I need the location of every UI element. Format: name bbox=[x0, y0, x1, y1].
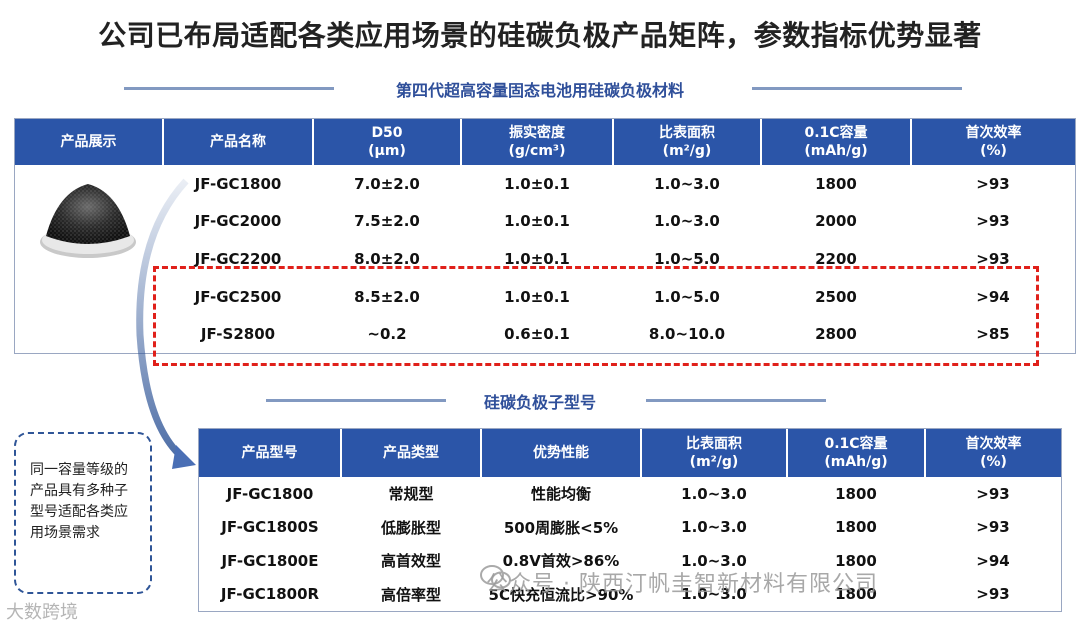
table-row: JF-GC1800E 高首效型 0.8V首效>86% 1.0~3.0 1800 >94 bbox=[199, 544, 1061, 578]
curved-arrow-icon bbox=[136, 178, 196, 469]
table-cell: 常规型 bbox=[388, 485, 434, 504]
table-cell: 1800 bbox=[815, 174, 857, 193]
table-cell: >93 bbox=[976, 212, 1010, 231]
table-cell: 2000 bbox=[815, 212, 857, 231]
table-cell: 0.6±0.1 bbox=[504, 325, 570, 344]
note-box: 同一容量等级的产品具有多种子型号适配各类应用场景需求 bbox=[14, 432, 152, 594]
table-row: JF-GC1800 常规型 性能均衡 1.0~3.0 1800 >93 bbox=[199, 477, 1061, 511]
section2-heading: 硅碳负极子型号 bbox=[483, 393, 596, 412]
section2-heading-bar: 硅碳负极子型号 bbox=[0, 389, 1080, 412]
table-row: JF-GC1800S 低膨胀型 500周膨胀<5% 1.0~3.0 1800 >93 bbox=[199, 511, 1061, 545]
divider-right bbox=[752, 87, 962, 90]
table-cell: 0.8V首效>86% bbox=[502, 552, 620, 571]
table-cell: >94 bbox=[976, 551, 1010, 570]
table-cell: 高首效型 bbox=[380, 552, 441, 571]
table-cell: JF-GC1800 bbox=[194, 174, 282, 193]
table-cell: 1.0~3.0 bbox=[654, 212, 720, 231]
section1-heading-bar: 第四代超高容量固态电池用硅碳负极材料 bbox=[0, 77, 1080, 100]
table-cell: 8.0~10.0 bbox=[648, 325, 726, 344]
table-cell: 1.0±0.1 bbox=[504, 287, 570, 306]
table-cell: JF-GC2000 bbox=[194, 212, 282, 231]
table-cell: >93 bbox=[976, 518, 1010, 537]
submodel-table: 产品型号 产品类型 优势性能 比表面积 (m²/g) 0.1C容量 (mAh/g) 首次效率(… bbox=[198, 428, 1062, 612]
table-cell: 1.0~3.0 bbox=[681, 518, 747, 537]
table-cell: >93 bbox=[976, 484, 1010, 503]
table-cell: JF-GC1800R bbox=[220, 585, 320, 604]
table-row: JF-GC2200 8.0±2.0 1.0±0.1 1.0~5.0 2200 >93 bbox=[15, 240, 1075, 278]
powder-sample-image bbox=[40, 184, 136, 258]
table-cell: ~0.2 bbox=[367, 325, 407, 344]
table-row: JF-S2800 ~0.2 0.6±0.1 8.0~10.0 2800 >85 bbox=[15, 315, 1075, 353]
table-cell: 1.0~3.0 bbox=[681, 551, 747, 570]
product-table-header-4: 比表面积 (m²/g) bbox=[612, 119, 761, 165]
submodel-table-header-1: 产品类型 bbox=[340, 429, 481, 477]
product-table-header-6: 首次效率 (%) bbox=[910, 119, 1075, 165]
table-cell: 高倍率型 bbox=[380, 585, 441, 604]
table-cell: 1800 bbox=[835, 484, 877, 503]
table-cell: 2500 bbox=[815, 287, 857, 306]
table-row: JF-GC1800R 高倍率型 5C快充恒流比>90% 1.0~3.0 1800 >93 bbox=[199, 578, 1061, 612]
table-cell: 1.0±0.1 bbox=[504, 174, 570, 193]
section1-heading: 第四代超高容量固态电池用硅碳负极材料 bbox=[395, 81, 684, 100]
table-cell: JF-GC1800 bbox=[226, 484, 314, 503]
table-cell: 2800 bbox=[815, 325, 857, 344]
table-cell: 1.0±0.1 bbox=[504, 249, 570, 268]
table-cell: 1.0~3.0 bbox=[681, 484, 747, 503]
table-cell: JF-GC2200 bbox=[194, 249, 282, 268]
table-cell: 8.0±2.0 bbox=[354, 249, 420, 268]
table-cell: 性能均衡 bbox=[530, 485, 591, 504]
submodel-table-header-2: 优势性能 bbox=[480, 429, 641, 477]
table-cell: 7.5±2.0 bbox=[354, 212, 420, 231]
table-cell: >94 bbox=[976, 287, 1010, 306]
table-cell: >85 bbox=[976, 325, 1010, 344]
table-cell: 500周膨胀<5% bbox=[503, 518, 619, 537]
table-cell: JF-GC1800E bbox=[221, 551, 319, 570]
table-cell: 1.0~5.0 bbox=[654, 287, 720, 306]
product-table-header: 产品展示 产品名称 D50 (μm) 振实密度 (g/cm³) 比表面积 (m²/g) 0.1C… bbox=[15, 119, 1075, 165]
table-cell: 8.5±2.0 bbox=[354, 287, 420, 306]
submodel-table-header-4: 0.1C容量 (mAh/g) bbox=[786, 429, 925, 477]
divider-left bbox=[124, 87, 334, 90]
table-cell: >93 bbox=[976, 585, 1010, 604]
table-row: JF-GC2000 7.5±2.0 1.0±0.1 1.0~3.0 2000 >93 bbox=[15, 203, 1075, 241]
submodel-table-header-5: 首次效率 (%) bbox=[924, 429, 1061, 477]
table-cell: JF-GC2500 bbox=[194, 287, 282, 306]
product-table-header-5: 0.1C容量 (mAh/g) bbox=[760, 119, 911, 165]
watermark-left: 大数跨境 bbox=[6, 602, 78, 623]
divider-right bbox=[646, 399, 826, 402]
watermark-text: 公众号 · 陕西汀帆圭智新材料有限公司 bbox=[486, 572, 878, 597]
submodel-table-header-0: 产品型号 bbox=[199, 429, 341, 477]
product-table-header-0: 产品展示 bbox=[15, 119, 163, 165]
table-cell: 1.0~5.0 bbox=[654, 249, 720, 268]
table-cell: 2200 bbox=[815, 249, 857, 268]
table-cell: 1800 bbox=[835, 551, 877, 570]
table-row: JF-GC2500 8.5±2.0 1.0±0.1 1.0~5.0 2500 >94 bbox=[15, 278, 1075, 316]
table-cell: JF-S2800 bbox=[200, 325, 276, 344]
table-cell: 1800 bbox=[835, 585, 877, 604]
table-cell: >93 bbox=[976, 174, 1010, 193]
page-title: 公司已布局适配各类应用场景的硅碳负极产品矩阵，参数指标优势显著 bbox=[98, 19, 982, 52]
highlight-box bbox=[153, 266, 1039, 366]
submodel-table-header-3: 比表面积 (m²/g) bbox=[640, 429, 787, 477]
table-cell: 1.0±0.1 bbox=[504, 212, 570, 231]
table-cell: JF-GC1800S bbox=[221, 518, 319, 537]
submodel-table-header: 产品型号 产品类型 优势性能 比表面积 (m²/g) 0.1C容量 (mAh/g) 首次效率(… bbox=[199, 429, 1061, 477]
product-table-header-1: 产品名称 bbox=[162, 119, 313, 165]
divider-left bbox=[266, 399, 446, 402]
table-cell: 5C快充恒流比>90% bbox=[488, 585, 634, 604]
table-cell: >93 bbox=[976, 249, 1010, 268]
wechat-icon bbox=[480, 565, 511, 589]
table-cell: 1800 bbox=[835, 518, 877, 537]
table-cell: 1.0~3.0 bbox=[654, 174, 720, 193]
table-cell: 7.0±2.0 bbox=[354, 174, 420, 193]
product-table-header-3: 振实密度 (g/cm³) bbox=[460, 119, 613, 165]
table-cell: 低膨胀型 bbox=[380, 518, 441, 537]
table-cell: 1.0~3.0 bbox=[681, 585, 747, 604]
product-table-header-2: D50 (μm) bbox=[312, 119, 461, 165]
